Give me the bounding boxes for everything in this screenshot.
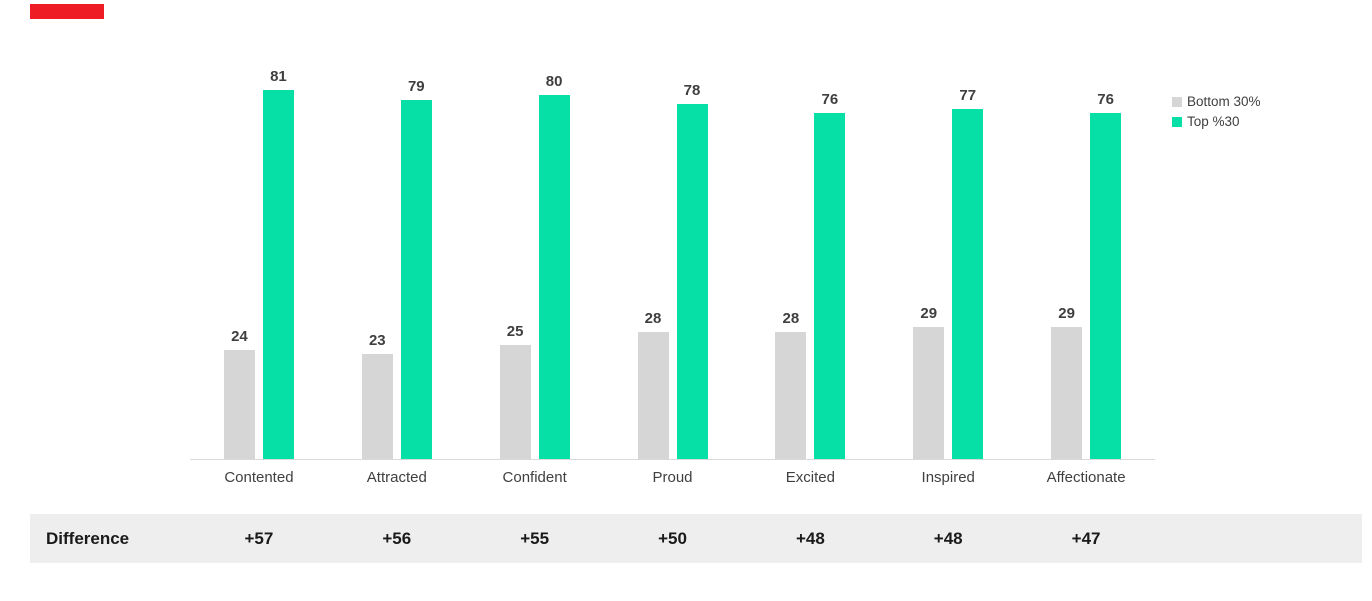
bar-value-label: 76 [1097,91,1114,108]
bar-group: 24 81 [190,58,328,459]
bar-value-label: 25 [506,323,524,340]
difference-row: Difference +57 +56 +55 +50 +48 +48 +47 [30,514,1362,563]
bar-value-label: 77 [959,87,977,104]
bar-value-label: 79 [407,78,425,95]
bottom-30-bar [499,345,531,459]
bar-value-label: 78 [683,82,701,99]
difference-value: +48 [933,528,963,548]
bar-with-label: 29 [1051,305,1083,459]
legend-label: Bottom 30% [1187,94,1261,109]
bottom-30-bar [361,354,393,459]
legend-item: Bottom 30% [1172,94,1261,109]
bar-with-label: 80 [538,73,570,459]
bar-group: 28 78 [604,58,742,459]
bottom-30-bar [775,332,807,459]
top-30-bar [262,90,294,459]
top-30-bar [538,95,570,459]
bar-with-label: 23 [361,332,393,459]
bar-value-label: 29 [920,305,938,322]
top-30-bar [1090,113,1122,459]
bar-value-label: 28 [644,310,662,327]
difference-value: +55 [520,528,550,548]
bar-value-label: 23 [368,332,386,349]
red-accent-bar [30,4,104,19]
bar-with-label: 76 [814,91,846,459]
bar-value-label: 24 [231,328,248,345]
legend-label: Top %30 [1187,114,1240,129]
category-label: Proud [652,469,693,486]
top-30-bar [400,100,432,459]
bar-group: 23 79 [328,58,466,459]
bottom-30-bar [913,327,945,459]
bar-value-label: 81 [270,68,287,85]
bar-chart-plot-area: 24 81 23 79 25 80 28 78 28 76 29 77 29 76 [190,58,1155,460]
bar-with-label: 29 [913,305,945,459]
top-30-bar [814,113,846,459]
bar-with-label: 78 [676,82,708,459]
bar-with-label: 25 [499,323,531,459]
bottom-30-bar [637,332,669,459]
legend-item: Top %30 [1172,114,1261,129]
bar-group: 29 77 [879,58,1017,459]
difference-row-label: Difference [46,528,130,548]
bar-with-label: 76 [1090,91,1122,459]
bar-with-label: 28 [637,310,669,459]
bar-value-label: 76 [821,91,839,108]
bar-value-label: 29 [1058,305,1075,322]
bar-group: 25 80 [466,58,604,459]
bar-with-label: 81 [262,68,294,459]
category-label: Contented [224,469,294,486]
difference-value: +50 [658,528,687,548]
category-label: Attracted [366,469,427,486]
category-axis: Contented Attracted Confident Proud Excited I… [190,469,1155,486]
bar-group: 29 76 [1017,58,1155,459]
bar-value-label: 80 [545,73,563,90]
difference-value: +48 [795,528,825,548]
legend-swatch-icon [1172,116,1182,127]
difference-cells: +57 +56 +55 +50 +48 +48 +47 [190,529,1155,549]
top-30-bar [952,109,984,459]
bar-with-label: 28 [775,310,807,459]
bar-group: 28 76 [741,58,879,459]
legend-swatch-icon [1172,96,1182,107]
category-label: Inspired [921,469,975,486]
bottom-30-bar [223,350,255,459]
bar-with-label: 79 [400,78,432,459]
category-label: Confident [502,469,567,486]
bar-with-label: 24 [223,328,255,459]
bar-with-label: 77 [952,87,984,459]
category-label: Excited [785,469,835,486]
difference-value: +57 [244,528,274,548]
category-label: Affectionate [1046,469,1126,486]
difference-value: +56 [382,528,412,548]
chart-legend: Bottom 30% Top %30 [1172,94,1261,129]
difference-value: +47 [1071,528,1101,548]
bar-value-label: 28 [782,310,800,327]
bottom-30-bar [1051,327,1083,459]
top-30-bar [676,104,708,459]
